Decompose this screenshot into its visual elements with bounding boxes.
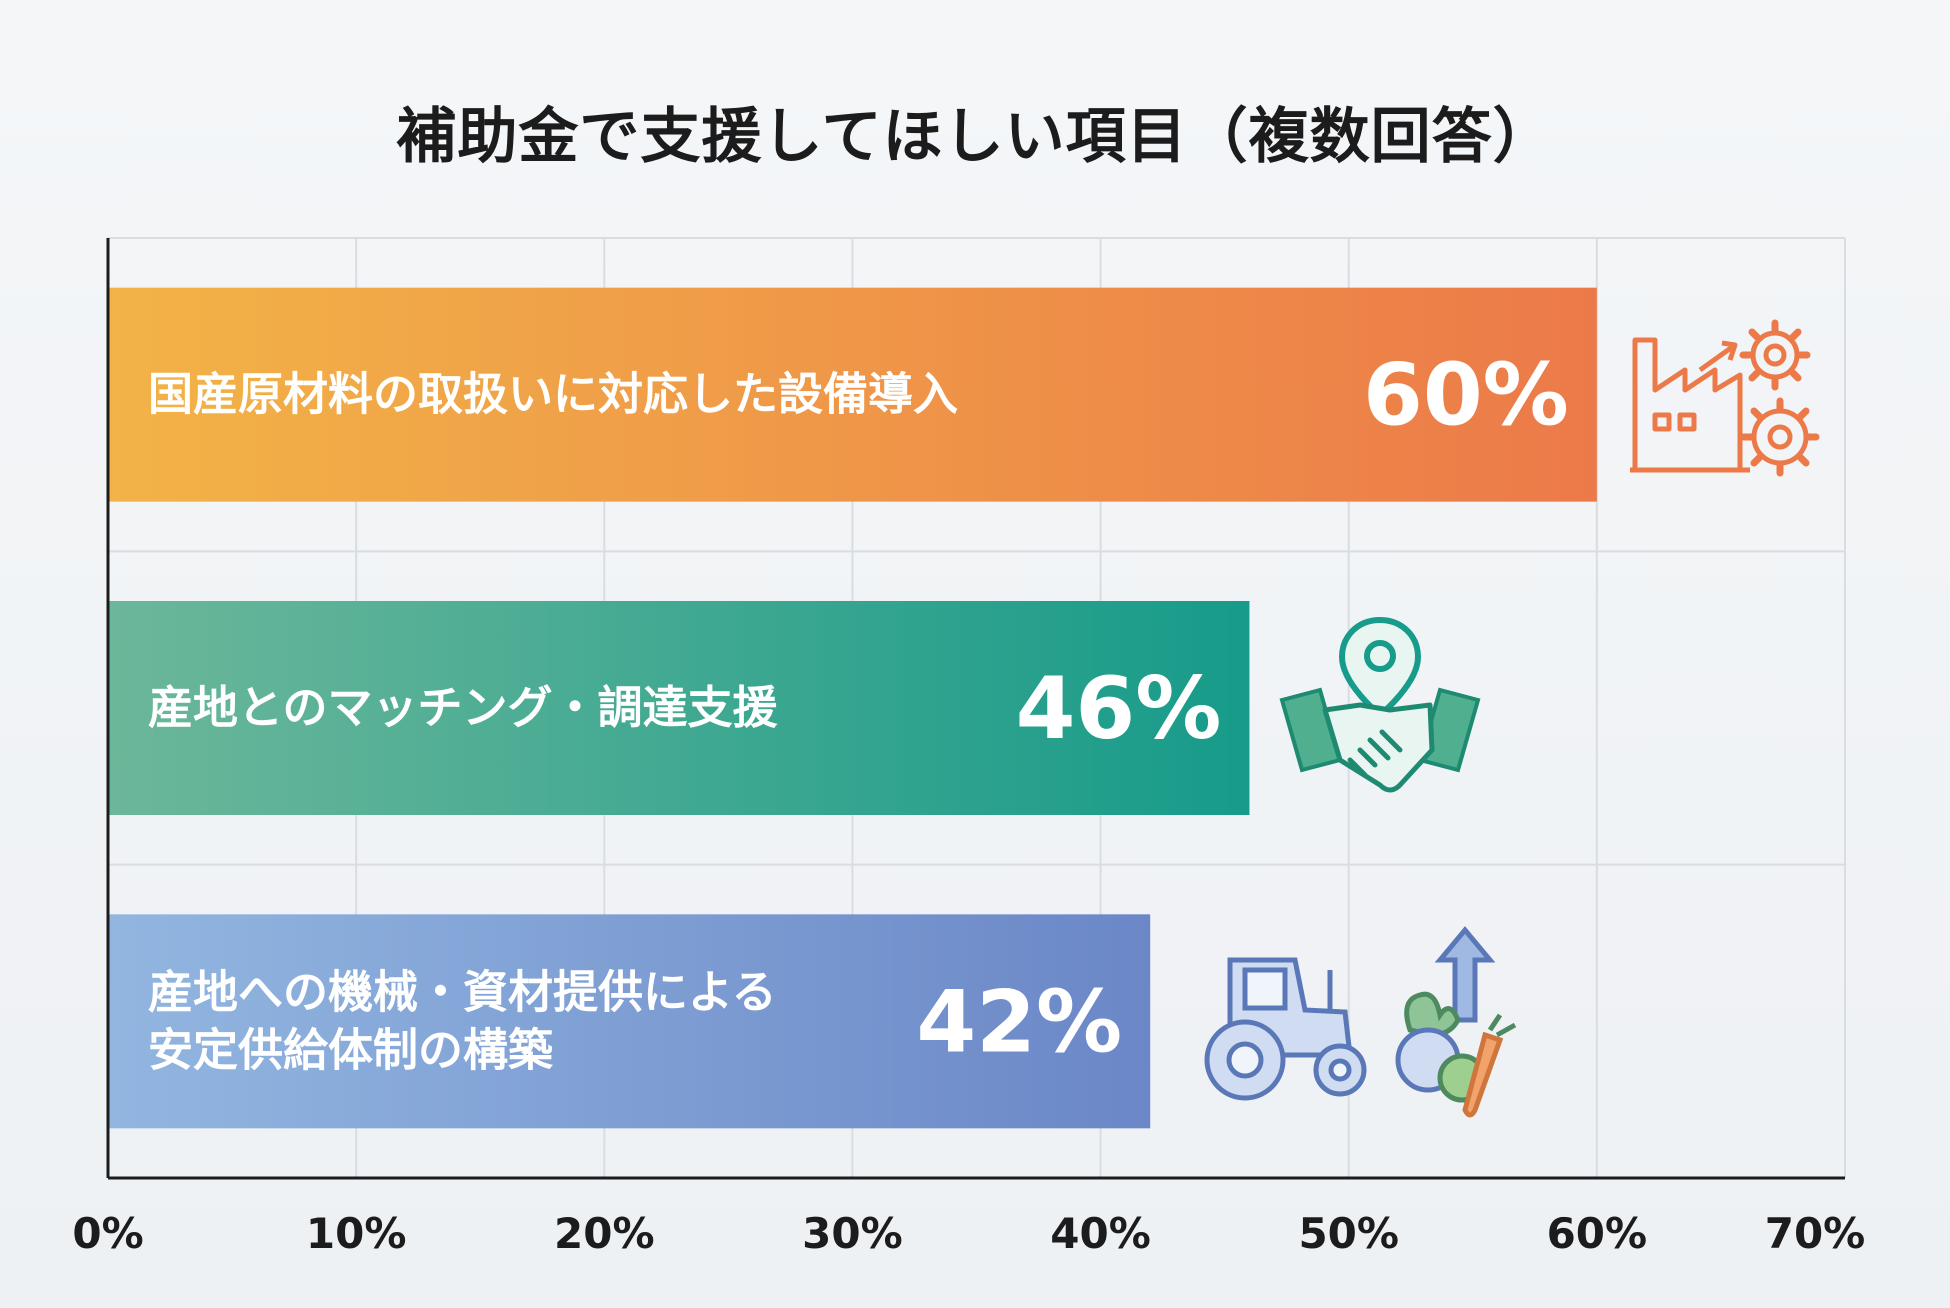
x-tick-label: 0% <box>72 1209 143 1258</box>
tractor-vegetables-icon <box>1204 926 1517 1118</box>
bar-value-label: 42% <box>916 972 1122 1072</box>
bars: 国産原材料の取扱いに対応した設備導入 60% 産地とのマッチング・調達支援 46% 産地… <box>108 287 1597 1129</box>
bar <box>108 601 1250 815</box>
bar <box>108 287 1597 502</box>
x-tick-label: 30% <box>802 1209 903 1258</box>
x-tick-label: 40% <box>1050 1209 1151 1258</box>
bar-value-label: 60% <box>1363 346 1569 446</box>
bar-category-label: 安定供給体制の構築 <box>148 1023 554 1076</box>
x-tick-label: 70% <box>1765 1209 1866 1258</box>
bar-category-label: 産地とのマッチング・調達支援 <box>148 681 779 734</box>
x-tick-label: 10% <box>306 1209 407 1258</box>
x-tick-label: 60% <box>1547 1209 1648 1258</box>
handshake-location-icon <box>1279 616 1481 793</box>
factory-gears-icon <box>1630 319 1820 477</box>
bar-value-label: 46% <box>1016 659 1222 759</box>
bar <box>108 914 1151 1129</box>
x-tick-label: 20% <box>554 1209 655 1258</box>
bar-category-label: 産地への機械・資材提供による <box>148 965 777 1018</box>
chart-title: 補助金で支援してほしい項目（複数回答） <box>396 102 1554 172</box>
axes: 0% 10% 20% 30% 40% 50% 60% 70% <box>72 238 1865 1258</box>
bar-category-label: 国産原材料の取扱いに対応した設備導入 <box>148 368 958 421</box>
x-tick-label: 50% <box>1298 1209 1399 1258</box>
